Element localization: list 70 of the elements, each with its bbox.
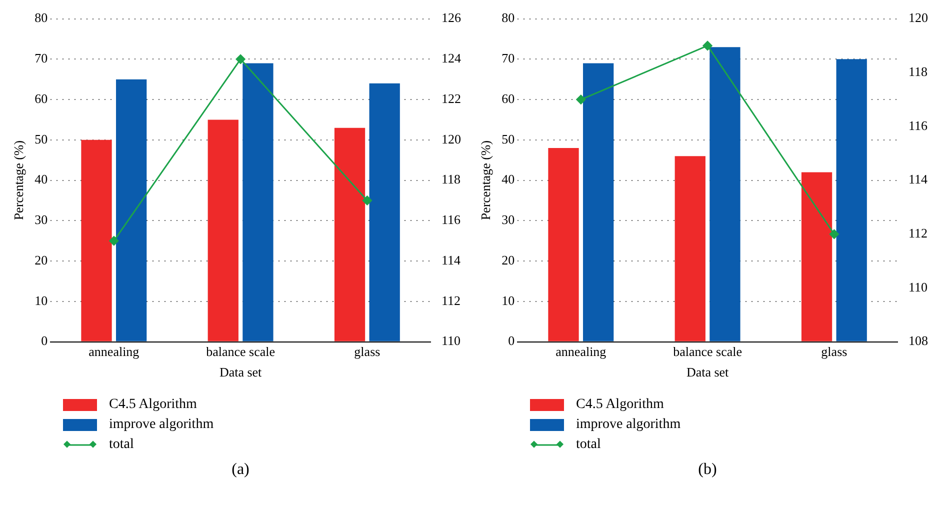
legend-label: C4.5 Algorithm [109, 397, 197, 413]
bar [369, 83, 400, 342]
y2-tick-label: 110 [442, 333, 461, 348]
y2-tick-label: 112 [908, 226, 928, 241]
y-tick-label: 10 [34, 292, 48, 308]
y-tick-label: 70 [502, 50, 515, 66]
y-axis-title: Percentage (%) [11, 140, 26, 220]
point [236, 54, 246, 64]
y-tick-label: 70 [34, 50, 48, 66]
y2-tick-label: 112 [442, 292, 461, 308]
x-axis-title: Data set [219, 364, 262, 380]
x-tick-label: balance scale [673, 344, 742, 360]
y2-tick-label: 118 [442, 172, 461, 187]
legend-label: total [576, 437, 601, 453]
y-tick-label: 30 [34, 212, 48, 228]
legend-label: improve algorithm [576, 417, 681, 433]
x-tick-label: glass [821, 344, 848, 360]
x-axis-title: Data set [686, 364, 730, 380]
legend-label: total [109, 437, 134, 453]
x-tick-label: annealing [88, 344, 140, 360]
y2-tick-label: 118 [908, 64, 928, 80]
bar [116, 79, 147, 342]
y-tick-label: 10 [502, 292, 515, 308]
x-tick-label: annealing [556, 344, 607, 360]
y2-tick-label: 114 [442, 252, 462, 268]
y2-tick-label: 126 [442, 10, 462, 26]
text: (a) [230, 461, 250, 479]
y2-tick-label: 110 [908, 279, 928, 294]
x-tick-label: glass [354, 344, 380, 360]
bar [208, 120, 238, 342]
y2-tick-label: 122 [442, 90, 461, 106]
bar [801, 172, 832, 342]
bar [710, 47, 740, 342]
y-tick-label: 60 [34, 90, 48, 106]
point [829, 229, 839, 239]
y-tick-label: 0 [41, 333, 48, 348]
bar [242, 63, 274, 342]
y-tick-label: 20 [34, 252, 48, 268]
y-tick-label: 40 [502, 172, 515, 187]
point [702, 40, 712, 50]
y2-tick-label: 124 [442, 50, 462, 66]
bar [81, 140, 112, 342]
y2-tick-label: 108 [908, 333, 928, 348]
bar [674, 156, 706, 342]
point [576, 94, 586, 104]
point [109, 236, 119, 246]
y-tick-label: 20 [502, 252, 515, 268]
point [362, 196, 372, 206]
y-axis-title: Percentage (%) [478, 140, 494, 220]
text: (b) [697, 461, 718, 479]
legend-label: C4.5 Algorithm [576, 397, 664, 413]
y-tick-label: 50 [502, 131, 515, 146]
y-tick-label: 0 [508, 333, 515, 348]
bar [836, 59, 867, 342]
legend-label: improve algorithm [109, 417, 214, 433]
y2-tick-label: 114 [908, 172, 928, 187]
bar [334, 128, 366, 342]
y-tick-label: 80 [502, 10, 515, 26]
bar [548, 148, 579, 342]
y2-tick-label: 120 [908, 10, 928, 26]
bar [583, 63, 614, 342]
x-tick-label: balance scale [206, 344, 276, 360]
y-tick-label: 60 [502, 90, 515, 106]
y2-tick-label: 116 [908, 118, 928, 133]
y-tick-label: 50 [34, 131, 48, 146]
y-tick-label: 80 [34, 10, 48, 26]
y2-tick-label: 116 [442, 212, 462, 228]
y-tick-label: 40 [34, 172, 48, 187]
y2-tick-label: 120 [442, 131, 461, 146]
y-tick-label: 30 [502, 212, 515, 228]
